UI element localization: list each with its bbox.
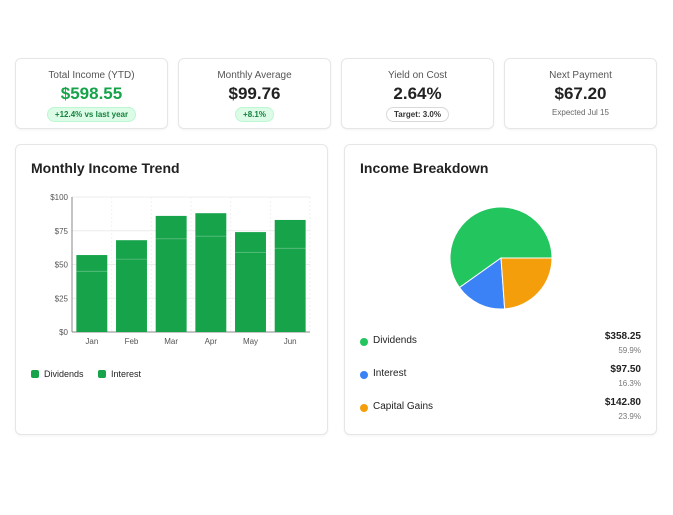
legend-swatch [97,370,106,378]
breakdown-percent: 16.3% [618,379,641,388]
stat-label: Next Payment [549,70,612,81]
breakdown-label: Dividends [373,335,417,346]
x-tick-label: Feb [125,337,139,346]
stat-value: $99.76 [228,84,281,103]
stat-badge: +12.4% vs last year [46,107,137,122]
income-bar-chart: $0 $25 $50 $75 $100 Jan Feb Mar Apr May Jun [50,193,311,346]
breakdown-amount: $358.25 [604,331,641,342]
bar-interest [235,232,266,253]
x-tick-label: Jan [85,337,98,346]
bar-interest [76,255,108,272]
breakdown-percent: 23.9% [618,412,641,421]
legend-label: Interest [110,369,141,379]
bar-dividends [116,259,147,332]
x-tick-label: Apr [205,337,218,346]
x-tick-label: May [243,337,258,346]
chart-legend: Dividends Interest [31,365,151,383]
legend-item-dividends[interactable]: Dividends [31,369,84,379]
legend-swatch [31,370,39,378]
card-title: Income Breakdown [360,160,489,176]
breakdown-row-interest: Interest $97.50 16.3% [360,364,641,394]
breakdown-label: Capital Gains [373,401,434,412]
bar-dividends [235,252,266,332]
stat-value: 2.64% [393,84,442,103]
bar-dividends [195,236,227,332]
dividends-dot-icon [360,338,368,346]
bar-interest [116,240,147,260]
card-title: Monthly Income Trend [31,160,180,176]
stat-card-next-payment: Next Payment $67.20 Expected Jul 15 [504,58,657,129]
y-tick-label: $75 [55,227,69,236]
stat-value: $67.20 [554,84,607,103]
y-tick-label: $25 [55,294,69,303]
stat-card-monthly-average: Monthly Average $99.76 +8.1% [178,58,331,129]
y-tick-label: $50 [55,261,69,270]
bar-dividends [155,238,187,332]
pie-slice-dividends [449,206,553,289]
interest-dot-icon [360,371,368,379]
bar-interest [155,215,187,239]
breakdown-amount: $97.50 [610,364,641,375]
stat-badge: +8.1% [235,107,274,122]
y-tick-label: $0 [59,328,68,337]
stat-subtext: Expected Jul 15 [552,108,609,117]
stat-label: Total Income (YTD) [48,70,135,81]
stat-card-total-income: Total Income (YTD) $598.55 +12.4% vs las… [15,58,168,129]
bar-dividends [274,248,306,332]
income-breakdown-card: Income Breakdown Dividends $358.25 59.9%… [344,144,657,435]
stat-value: $598.55 [60,84,123,103]
stat-badge: Target: 3.0% [386,107,449,122]
bar-interest [274,219,306,249]
stat-card-yield-on-cost: Yield on Cost 2.64% Target: 3.0% [341,58,494,129]
x-tick-label: Mar [164,337,178,346]
bar-dividends [76,271,108,332]
legend-label: Dividends [44,369,84,379]
y-tick-label: $100 [50,193,68,202]
breakdown-row-capital-gains: Capital Gains $142.80 23.9% [360,397,641,427]
income-pie-chart [449,206,553,310]
breakdown-percent: 59.9% [618,346,641,355]
bar-interest [195,213,227,237]
stat-label: Yield on Cost [387,70,448,81]
breakdown-label: Interest [373,368,407,379]
breakdown-row-dividends: Dividends $358.25 59.9% [360,331,641,361]
pie-slice-capital-gains [500,257,553,310]
monthly-income-trend-card: Monthly Income Trend $0 $25 $50 $75 $100 Jan F… [15,144,328,435]
legend-item-interest[interactable]: Interest [97,369,141,379]
capital-gains-dot-icon [360,404,368,412]
x-tick-label: Jun [284,337,297,346]
pie-slice-interest [458,257,506,310]
stat-label: Monthly Average [217,70,292,81]
breakdown-amount: $142.80 [604,397,641,408]
